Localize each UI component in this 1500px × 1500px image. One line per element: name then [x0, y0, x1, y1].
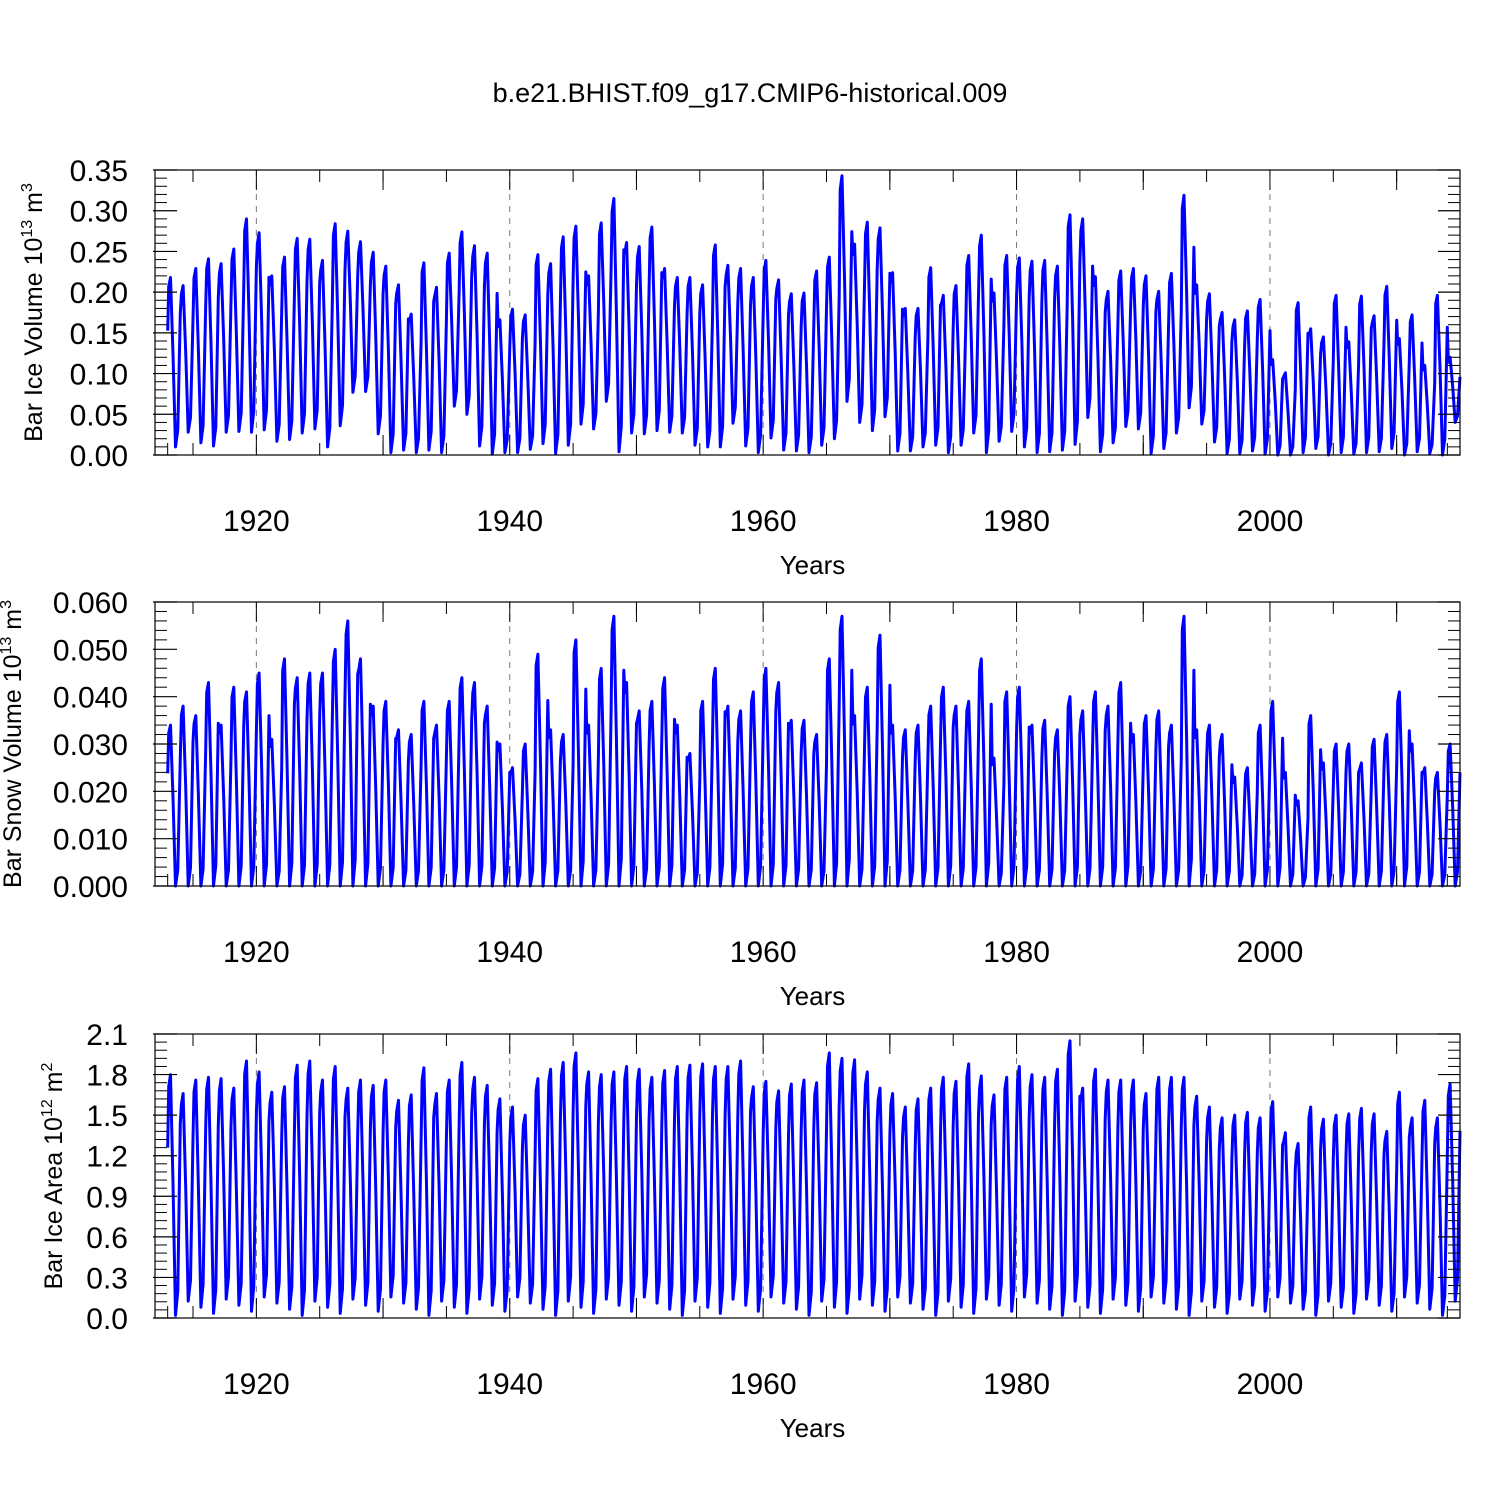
x-tick-label: 2000 — [1237, 505, 1304, 538]
x-tick-label: 1920 — [223, 505, 290, 538]
y-tick-label: 0.05 — [70, 399, 128, 432]
panel-snow-volume: 0.000 0.010 0.020 0.030 0.040 0.050 0.060 1920 1… — [0, 587, 1462, 1011]
panel-ice-volume: 0.00 0.05 0.10 0.15 0.20 0.25 0.30 0.35 1920 1940… — [19, 155, 1462, 580]
y-tick-label: 0.000 — [53, 871, 128, 904]
y-axis-title: Bar Ice Area 1012 m2 — [39, 1063, 68, 1290]
x-tick-label: 1960 — [730, 1368, 797, 1401]
panel-ice-area: 0.0 0.3 0.6 0.9 1.2 1.5 1.8 2.1 1920 1940 1960 1980… — [39, 1019, 1462, 1443]
data-line-ice-volume — [166, 174, 1462, 457]
y-axis-title: Bar Ice Volume 1013 m3 — [19, 183, 48, 442]
y-tick-label: 1.2 — [86, 1141, 128, 1174]
data-line-ice-area — [166, 1039, 1462, 1317]
x-axis-title: Years — [780, 550, 846, 580]
x-tick-label: 1960 — [730, 936, 797, 969]
figure-title: b.e21.BHIST.f09_g17.CMIP6-historical.009 — [492, 78, 1008, 108]
y-tick-label: 0.040 — [53, 682, 128, 715]
x-tick-label: 2000 — [1237, 1368, 1304, 1401]
y-tick-label: 0.020 — [53, 776, 128, 809]
x-tick-label: 1960 — [730, 505, 797, 538]
x-tick-label: 1980 — [983, 505, 1050, 538]
x-tick-label: 1920 — [223, 936, 290, 969]
y-tick-label: 0.25 — [70, 236, 128, 269]
x-axis-title: Years — [780, 981, 846, 1011]
y-tick-label: 1.8 — [86, 1060, 128, 1093]
plot-frame — [154, 1033, 1461, 1319]
x-axis-title: Years — [780, 1413, 846, 1443]
y-tick-label: 0.10 — [70, 359, 128, 392]
x-tick-label: 1920 — [223, 1368, 290, 1401]
y-tick-label: 0.6 — [86, 1222, 128, 1255]
y-tick-label: 0.00 — [70, 440, 128, 473]
data-line-snow-volume — [166, 614, 1462, 888]
y-tick-label: 0.9 — [86, 1181, 128, 1214]
plot-frame — [154, 169, 1461, 456]
x-tick-label: 2000 — [1237, 936, 1304, 969]
y-tick-label: 0.35 — [70, 155, 128, 188]
y-tick-label: 0.3 — [86, 1262, 128, 1295]
x-tick-label: 1980 — [983, 1368, 1050, 1401]
y-tick-label: 0.060 — [53, 587, 128, 620]
x-tick-label: 1940 — [476, 505, 543, 538]
y-axis-title: Bar Snow Volume 1013 m3 — [0, 600, 27, 888]
x-tick-label: 1940 — [476, 936, 543, 969]
y-tick-label: 0.20 — [70, 277, 128, 310]
y-tick-label: 2.1 — [86, 1019, 128, 1052]
y-tick-label: 1.5 — [86, 1100, 128, 1133]
y-tick-label: 0.30 — [70, 196, 128, 229]
y-tick-label: 0.010 — [53, 824, 128, 857]
x-tick-label: 1980 — [983, 936, 1050, 969]
y-tick-label: 0.030 — [53, 729, 128, 762]
y-tick-label: 0.0 — [86, 1303, 128, 1336]
y-tick-label: 0.050 — [53, 634, 128, 667]
y-tick-label: 0.15 — [70, 318, 128, 351]
x-tick-label: 1940 — [476, 1368, 543, 1401]
